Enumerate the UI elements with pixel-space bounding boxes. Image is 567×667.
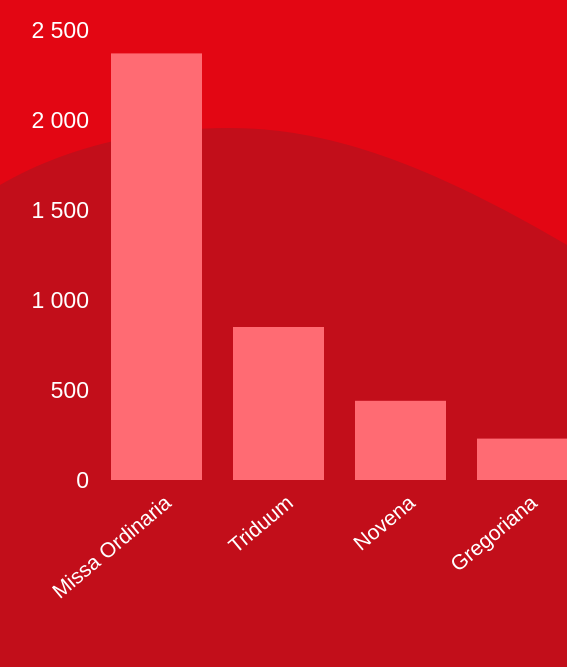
bar-missa-ordinaria (111, 53, 202, 481)
y-axis-ticks: 0 500 1 000 1 500 2 000 2 500 (31, 17, 89, 493)
bar-triduum (233, 327, 324, 480)
y-tick-label: 1 000 (31, 287, 89, 313)
y-tick-label: 1 500 (31, 197, 89, 223)
bars (111, 53, 567, 481)
y-tick-label: 2 000 (31, 107, 89, 133)
bar-gregoriana (477, 438, 567, 480)
y-tick-label: 2 500 (31, 17, 89, 43)
y-tick-label: 500 (51, 377, 89, 403)
bar-novena (355, 400, 446, 480)
y-tick-label: 0 (76, 467, 89, 493)
